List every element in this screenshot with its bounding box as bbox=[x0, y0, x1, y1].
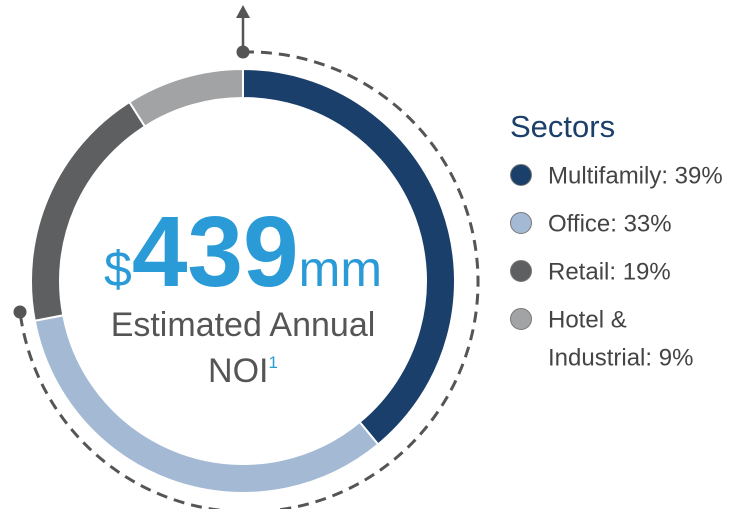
legend-label: Retail: 19% bbox=[548, 259, 671, 286]
legend-title: Sectors bbox=[510, 109, 615, 144]
text-line: Industrial: 9% bbox=[548, 345, 693, 372]
legend-label: Hotel & Industrial: 9% bbox=[548, 307, 693, 372]
arrow-head bbox=[236, 5, 250, 18]
center-label: Estimated Annual NOI1 bbox=[111, 306, 376, 390]
legend-label: Multifamily: 39% bbox=[548, 163, 723, 190]
legend-marker bbox=[510, 308, 532, 330]
center-prefix: $ bbox=[104, 241, 132, 297]
center-suffix: mm bbox=[299, 241, 382, 297]
text-line: Estimated Annual bbox=[111, 306, 376, 344]
footnote-mark: 1 bbox=[268, 353, 277, 372]
legend-marker bbox=[510, 260, 532, 282]
legend-marker bbox=[510, 212, 532, 234]
text-line: NOI bbox=[208, 352, 268, 390]
center-value: 439 bbox=[132, 196, 299, 308]
text-line: Retail: 19% bbox=[548, 259, 671, 286]
growth-indicator bbox=[13, 5, 480, 509]
arc-dot bbox=[236, 45, 250, 59]
text-line: Hotel & bbox=[548, 307, 627, 334]
legend-marker bbox=[510, 164, 532, 186]
text-line: Office: 33% bbox=[548, 211, 672, 238]
center-figure: $439mm bbox=[104, 196, 382, 308]
legend-label: Office: 33% bbox=[548, 211, 672, 238]
dashed-arc bbox=[18, 50, 480, 509]
donut-segment bbox=[128, 67, 244, 128]
text-line: Multifamily: 39% bbox=[548, 163, 723, 190]
arc-dot bbox=[13, 305, 27, 319]
